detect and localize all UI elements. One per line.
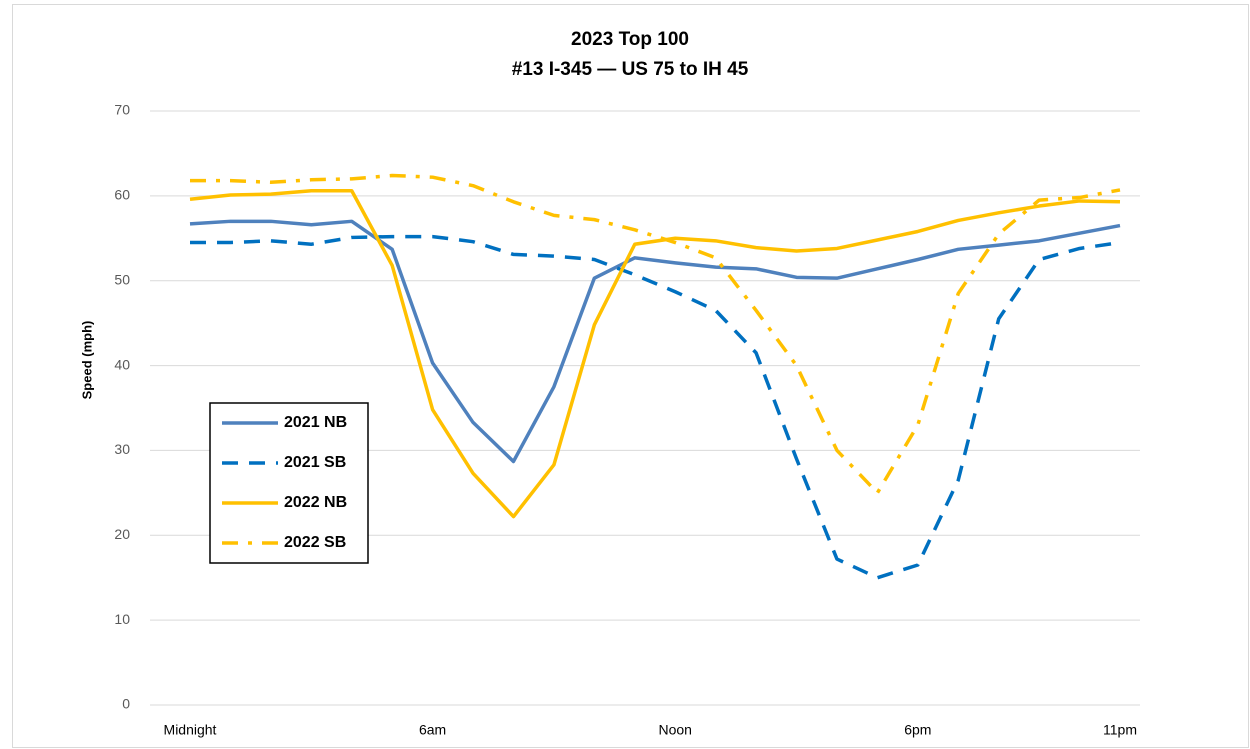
- y-tick-label: 10: [114, 611, 130, 627]
- y-tick-label: 40: [114, 356, 130, 372]
- x-tick-label: Noon: [658, 722, 691, 738]
- legend-label: 2022 NB: [284, 494, 347, 511]
- y-axis-title: Speed (mph): [79, 321, 94, 400]
- legend-box: [209, 402, 369, 564]
- x-tick-label: 6am: [419, 722, 446, 738]
- legend-label: 2021 NB: [284, 414, 347, 431]
- y-tick-label: 60: [114, 187, 130, 203]
- chart-subtitle: #13 I-345 — US 75 to IH 45: [512, 59, 749, 80]
- chart-title: 2023 Top 100: [571, 29, 689, 50]
- legend-label: 2022 SB: [284, 534, 346, 551]
- series-line: [189, 189, 1121, 519]
- y-tick-label: 70: [114, 102, 130, 118]
- legend: 2021 NB 2021 SB 2022 NB 2022 SB: [209, 402, 369, 564]
- x-tick-label: 11pm: [1103, 722, 1137, 738]
- x-tick-label: 6pm: [904, 722, 931, 738]
- series-line: [189, 219, 1121, 464]
- legend-label: 2021 SB: [284, 454, 346, 471]
- y-tick-label: 50: [114, 271, 130, 287]
- chart-border: [12, 4, 1249, 748]
- y-tick-label: 30: [114, 441, 130, 457]
- y-tick-label: 20: [114, 526, 130, 542]
- y-tick-label: 0: [122, 696, 130, 712]
- series-line: [190, 234, 1121, 580]
- x-tick-label: Midnight: [164, 722, 217, 738]
- series-line: [190, 173, 1121, 495]
